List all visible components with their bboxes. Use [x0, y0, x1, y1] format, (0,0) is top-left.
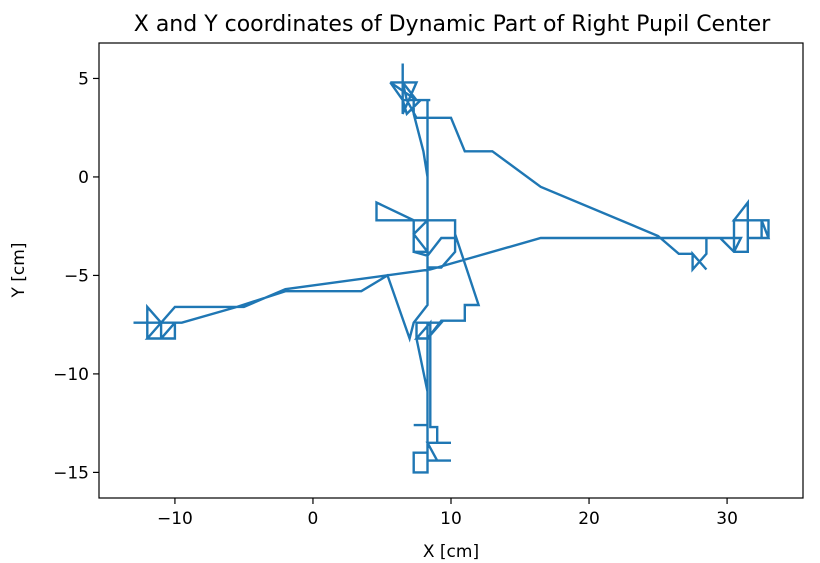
y-tick-label: 0: [78, 168, 89, 188]
x-tick-label: 10: [440, 509, 462, 529]
y-tick-label: −5: [64, 266, 89, 286]
series-layer: [133, 63, 771, 474]
y-tick-label: 5: [78, 69, 89, 89]
y-axis: 5 0 −5 −10 −15: [53, 69, 99, 483]
y-axis-label: Y [cm]: [9, 243, 29, 299]
y-tick-label: −10: [53, 365, 89, 385]
x-tick-label: 0: [308, 509, 319, 529]
x-axis-label: X [cm]: [423, 542, 479, 562]
x-axis: −10 0 10 20 30: [157, 498, 738, 529]
plot-area-frame: [98, 42, 804, 499]
series-line-0: [133, 63, 771, 474]
x-tick-label: 20: [578, 509, 600, 529]
x-tick-label: −10: [157, 509, 193, 529]
y-tick-label: −15: [53, 463, 89, 483]
chart-title: X and Y coordinates of Dynamic Part of R…: [134, 12, 771, 37]
x-tick-label: 30: [716, 509, 738, 529]
